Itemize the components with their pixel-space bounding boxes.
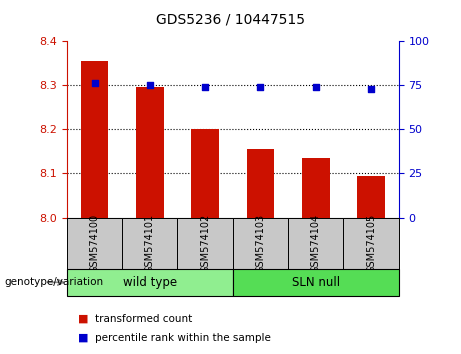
- Bar: [122, 218, 177, 269]
- Point: [367, 86, 375, 91]
- Bar: [302, 158, 330, 218]
- Text: GDS5236 / 10447515: GDS5236 / 10447515: [156, 12, 305, 27]
- Text: transformed count: transformed count: [95, 314, 192, 324]
- Point: [146, 82, 154, 88]
- Text: wild type: wild type: [123, 276, 177, 289]
- Bar: [136, 87, 164, 218]
- Bar: [343, 218, 399, 269]
- Text: ■: ■: [78, 333, 89, 343]
- Text: genotype/variation: genotype/variation: [5, 278, 104, 287]
- Bar: [247, 149, 274, 218]
- Text: GSM574100: GSM574100: [89, 214, 100, 273]
- Text: GSM574103: GSM574103: [255, 214, 266, 273]
- Bar: [288, 218, 343, 269]
- Bar: [67, 269, 233, 296]
- Bar: [67, 218, 122, 269]
- Text: ■: ■: [78, 314, 89, 324]
- Text: GSM574101: GSM574101: [145, 214, 155, 273]
- Text: GSM574102: GSM574102: [200, 214, 210, 273]
- Bar: [233, 218, 288, 269]
- Point: [91, 80, 98, 86]
- Point: [201, 84, 209, 90]
- Bar: [191, 129, 219, 218]
- Bar: [81, 61, 108, 218]
- Point: [312, 84, 319, 90]
- Bar: [233, 269, 399, 296]
- Bar: [177, 218, 233, 269]
- Bar: [357, 176, 385, 218]
- Text: percentile rank within the sample: percentile rank within the sample: [95, 333, 271, 343]
- Point: [257, 84, 264, 90]
- Text: GSM574104: GSM574104: [311, 214, 321, 273]
- Text: SLN null: SLN null: [292, 276, 340, 289]
- Text: GSM574105: GSM574105: [366, 214, 376, 273]
